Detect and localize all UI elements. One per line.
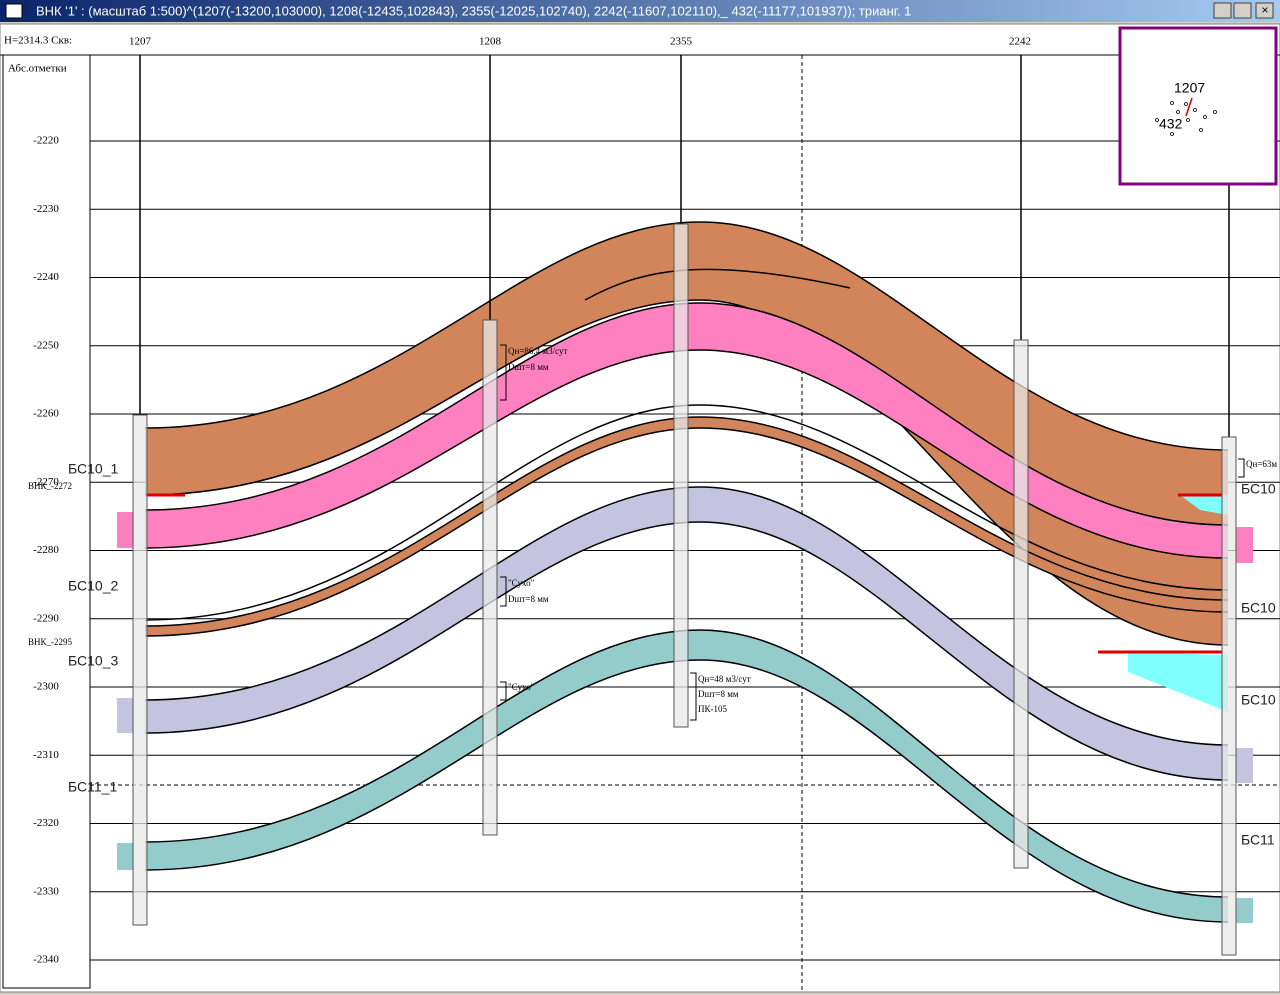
layer-marker xyxy=(117,843,134,870)
layer-marker xyxy=(1236,527,1253,563)
axis-label: Абс.отметки xyxy=(8,63,67,75)
layer-label: БС10_1 xyxy=(68,461,118,477)
annotation: Dшт=8 мм xyxy=(508,594,549,604)
layer-label: БС11_1 xyxy=(68,779,117,795)
owc-line xyxy=(147,493,1222,654)
annotation: Qн=48 м3/сут xyxy=(698,674,751,684)
layer-bs11-1 xyxy=(145,630,1228,922)
window-title: ВНК '1' : (масштаб 1:500)^(1207(-13200,1… xyxy=(36,3,911,18)
pay-zone-top xyxy=(144,302,1229,526)
minimize-button[interactable] xyxy=(1213,2,1232,19)
depth-tick-label: -2220 xyxy=(33,135,59,147)
well-name: 2242 xyxy=(1009,36,1031,48)
layer-marker xyxy=(117,512,134,548)
depth-tick-label: -2340 xyxy=(33,954,59,966)
well-column xyxy=(482,319,498,836)
depth-tick-label: -2250 xyxy=(33,339,59,351)
annotation: "Сухо" xyxy=(508,682,535,692)
layer-top xyxy=(144,404,1229,621)
layer-bs11-1-bottom xyxy=(144,659,1229,923)
inset-label: 1207 xyxy=(1174,80,1205,96)
owc-label: ВНК_-2295 xyxy=(28,637,73,647)
test-brackets xyxy=(500,344,1245,721)
layer-label: БС10 xyxy=(1241,600,1276,616)
well-column xyxy=(1221,436,1237,956)
depth-tick-label: -2280 xyxy=(33,544,59,556)
depth-tick-label: -2260 xyxy=(33,408,59,420)
pay-zone-bottom xyxy=(144,349,1229,559)
layers xyxy=(117,221,1253,923)
layer-marker xyxy=(1236,898,1253,923)
layer-bs10-3 xyxy=(145,487,1228,780)
well-column xyxy=(1013,339,1029,869)
depth-tick-label: -2330 xyxy=(33,885,59,897)
depth-tick-label: -2230 xyxy=(33,203,59,215)
inset-label: 432 xyxy=(1159,116,1183,132)
oil-layer-top xyxy=(144,221,1229,451)
layer-label: БС10 xyxy=(1241,481,1276,497)
layer-bs10-3-top xyxy=(144,486,1229,746)
well-column xyxy=(132,414,148,926)
well-name: 1208 xyxy=(479,36,502,48)
thin-layer xyxy=(145,417,1228,636)
maximize-button[interactable] xyxy=(1233,2,1252,19)
annotation: Qн=86.4 м3/сут xyxy=(508,346,567,356)
depth-tick-label: -2300 xyxy=(33,681,59,693)
depth-tick-label: -2290 xyxy=(33,612,59,624)
annotation: Dшт=8 мм xyxy=(698,689,739,699)
annotation: "Сухо" xyxy=(508,578,535,588)
well-column xyxy=(673,223,689,728)
thin-layer-top xyxy=(144,416,1229,627)
inset-map xyxy=(1118,26,1278,186)
depth-tick-label: -2240 xyxy=(33,271,59,283)
layer-label: БС10 xyxy=(1241,692,1276,708)
water-zone xyxy=(1180,495,1228,515)
layer-marker xyxy=(117,698,134,733)
layer-marker xyxy=(1236,748,1253,783)
header-info: H=2314.3 Скв: xyxy=(4,35,72,47)
layer-bs10-3-bottom xyxy=(144,521,1229,781)
inset-section-line xyxy=(1185,97,1193,117)
wells xyxy=(132,55,1237,956)
window-icon xyxy=(5,3,23,19)
axis-panel xyxy=(2,54,91,989)
layer-bs11-1-top xyxy=(144,629,1229,898)
well-name: 1207 xyxy=(129,36,152,48)
pay-zone xyxy=(145,303,1228,558)
depth-tick-label: -2270 xyxy=(33,476,59,488)
close-button[interactable] xyxy=(1255,2,1274,19)
inset-wells xyxy=(1155,101,1217,136)
depth-tick-label: -2310 xyxy=(33,749,59,761)
annotation: ПК-105 xyxy=(698,704,727,714)
depth-tick-label: -2320 xyxy=(33,817,59,829)
close-glyph: × xyxy=(1261,3,1268,17)
title-bar xyxy=(0,0,1280,22)
annotation: Dшт=8 мм xyxy=(508,362,549,372)
layer-label: БС10_3 xyxy=(68,653,118,669)
oil-layer xyxy=(145,222,1228,645)
well-name: 2355 xyxy=(670,36,693,48)
owc-label: ВНК_-2272 xyxy=(28,481,72,491)
layer-label: БС10_2 xyxy=(68,578,118,594)
thin-layer-bottom xyxy=(144,427,1229,637)
water-zone xyxy=(1128,652,1228,712)
annotation: Qн=63м xyxy=(1246,459,1277,469)
layer-label: БС11 xyxy=(1241,832,1275,848)
section-view: H=2314.3 Скв: Абс.отметки -2220 -2230 -224… xyxy=(0,23,1280,993)
